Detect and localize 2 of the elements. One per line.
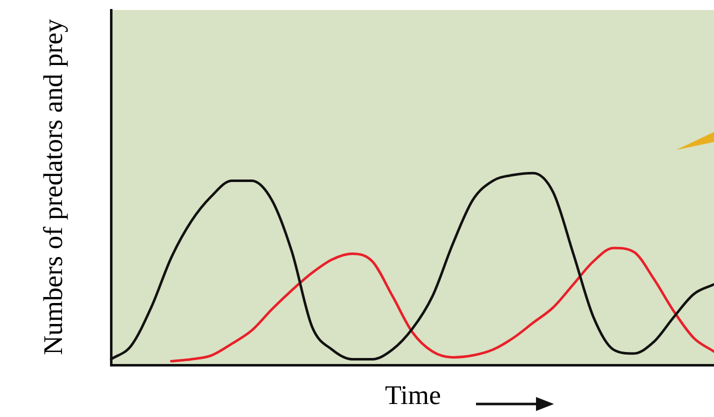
y-axis-title: Numbers of predators and prey (36, 18, 68, 354)
x-axis-title: Time (385, 380, 442, 411)
